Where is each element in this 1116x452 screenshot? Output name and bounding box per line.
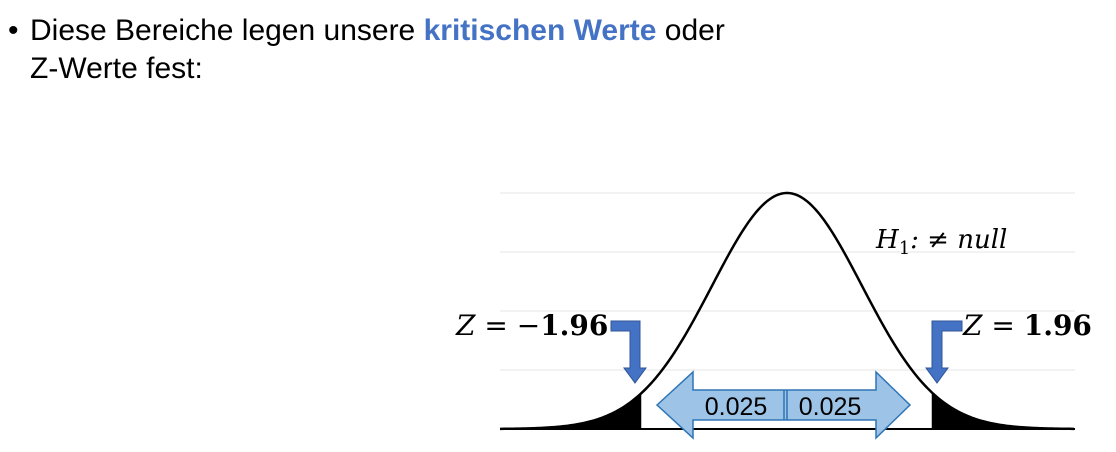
left-critical-prefix: Z = −	[455, 309, 540, 342]
right-bent-arrow	[925, 320, 963, 384]
right-critical-value: 1.96	[1024, 309, 1092, 342]
gridlines	[500, 192, 1075, 371]
bullet-text-line2: Z-Werte fest:	[30, 52, 203, 85]
bullet-dot: •	[8, 14, 19, 47]
left-critical-label: Z = −1.96	[455, 309, 608, 342]
left-tail-area	[500, 392, 642, 429]
right-tail-area	[931, 391, 1075, 429]
highlight-critical-values: kritischen Werte	[423, 14, 657, 47]
right-critical-label: Z = 1.96	[962, 309, 1092, 342]
bullet-text-before: Diese Bereiche legen unsere	[30, 14, 424, 47]
bullet-text-after: oder	[656, 14, 725, 47]
bell-curve	[499, 191, 1075, 431]
bullet-text: Diese Bereiche legen unsere kritischen W…	[30, 12, 790, 88]
hypothesis-subscript: 1	[899, 238, 910, 259]
right-critical-prefix: Z =	[962, 309, 1024, 342]
left-critical-value: 1.96	[540, 309, 608, 342]
hypothesis-rest: : ≠ null	[910, 225, 1007, 255]
hypothesis-label: H1: ≠ null	[875, 225, 1007, 259]
right-area-value: 0.025	[799, 393, 862, 421]
left-bent-arrow	[610, 320, 647, 384]
left-area-value: 0.025	[705, 393, 768, 421]
hypothesis-h: H	[875, 225, 900, 255]
